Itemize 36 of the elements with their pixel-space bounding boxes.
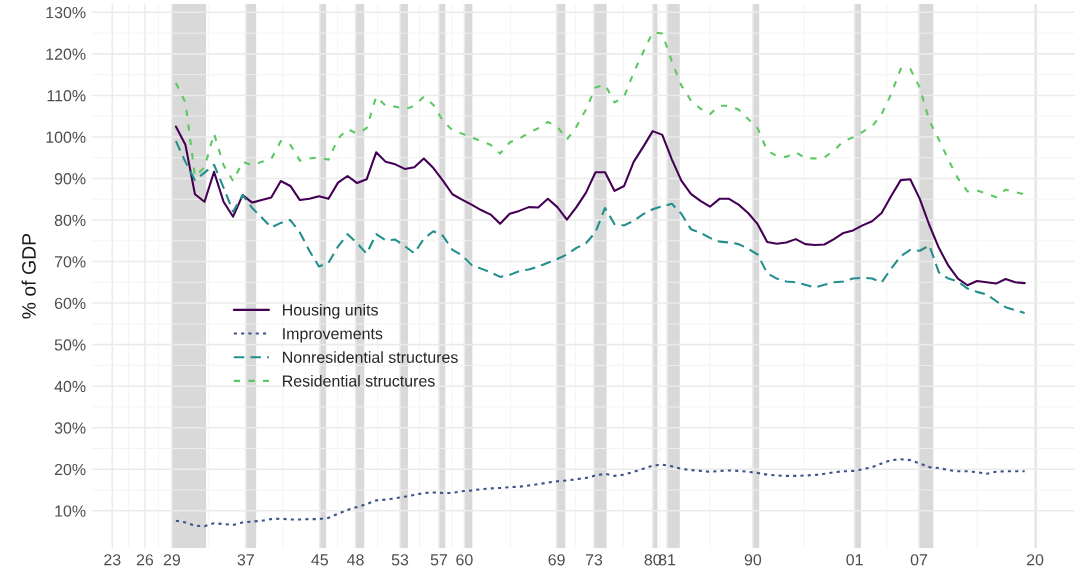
y-tick-label: 80% [54, 214, 86, 226]
x-tick-label: 69 [548, 554, 565, 566]
x-tick-label: 73 [585, 554, 603, 566]
y-tick-label: 90% [54, 173, 86, 185]
x-tick-label: 45 [311, 554, 328, 566]
x-tick-label: 57 [430, 554, 448, 566]
y-tick-label: 60% [54, 297, 86, 310]
x-tick-label: 07 [910, 554, 928, 566]
legend-label: Residential structures [283, 374, 435, 387]
x-tick-label: 90 [744, 554, 762, 566]
x-tick-label: 37 [237, 554, 254, 566]
y-tick-label: 70% [54, 256, 86, 268]
line-series [174, 31, 1026, 199]
y-tick-label: 50% [54, 339, 86, 351]
x-tick-label: 48 [347, 554, 364, 566]
y-tick-label: 10% [55, 505, 86, 517]
y-tick-label: 110% [47, 90, 86, 102]
x-tick-label: 53 [391, 554, 409, 566]
x-tick-label: 01 [846, 554, 863, 566]
line-series [174, 458, 1026, 528]
y-tick-label: 100% [46, 131, 86, 143]
x-tick-label: 60 [456, 554, 473, 566]
y-tick-label: 40% [54, 380, 86, 393]
legend-label: Housing units [283, 303, 378, 319]
y-tick-label: 130% [46, 6, 86, 19]
y-axis-title: % of GDP [21, 233, 36, 319]
y-tick-label: 30% [54, 422, 86, 434]
line-series [174, 125, 1026, 287]
y-tick-label: 120% [46, 48, 86, 60]
y-tick-label: 20% [54, 463, 86, 476]
x-tick-label: 26 [136, 554, 154, 566]
x-tick-label: 20 [1026, 554, 1044, 566]
x-tick-label: 29 [163, 554, 181, 566]
x-tick-label: 23 [104, 554, 121, 566]
legend-label: Nonresidential structures [283, 351, 458, 363]
legend-label: Improvements [283, 328, 383, 343]
